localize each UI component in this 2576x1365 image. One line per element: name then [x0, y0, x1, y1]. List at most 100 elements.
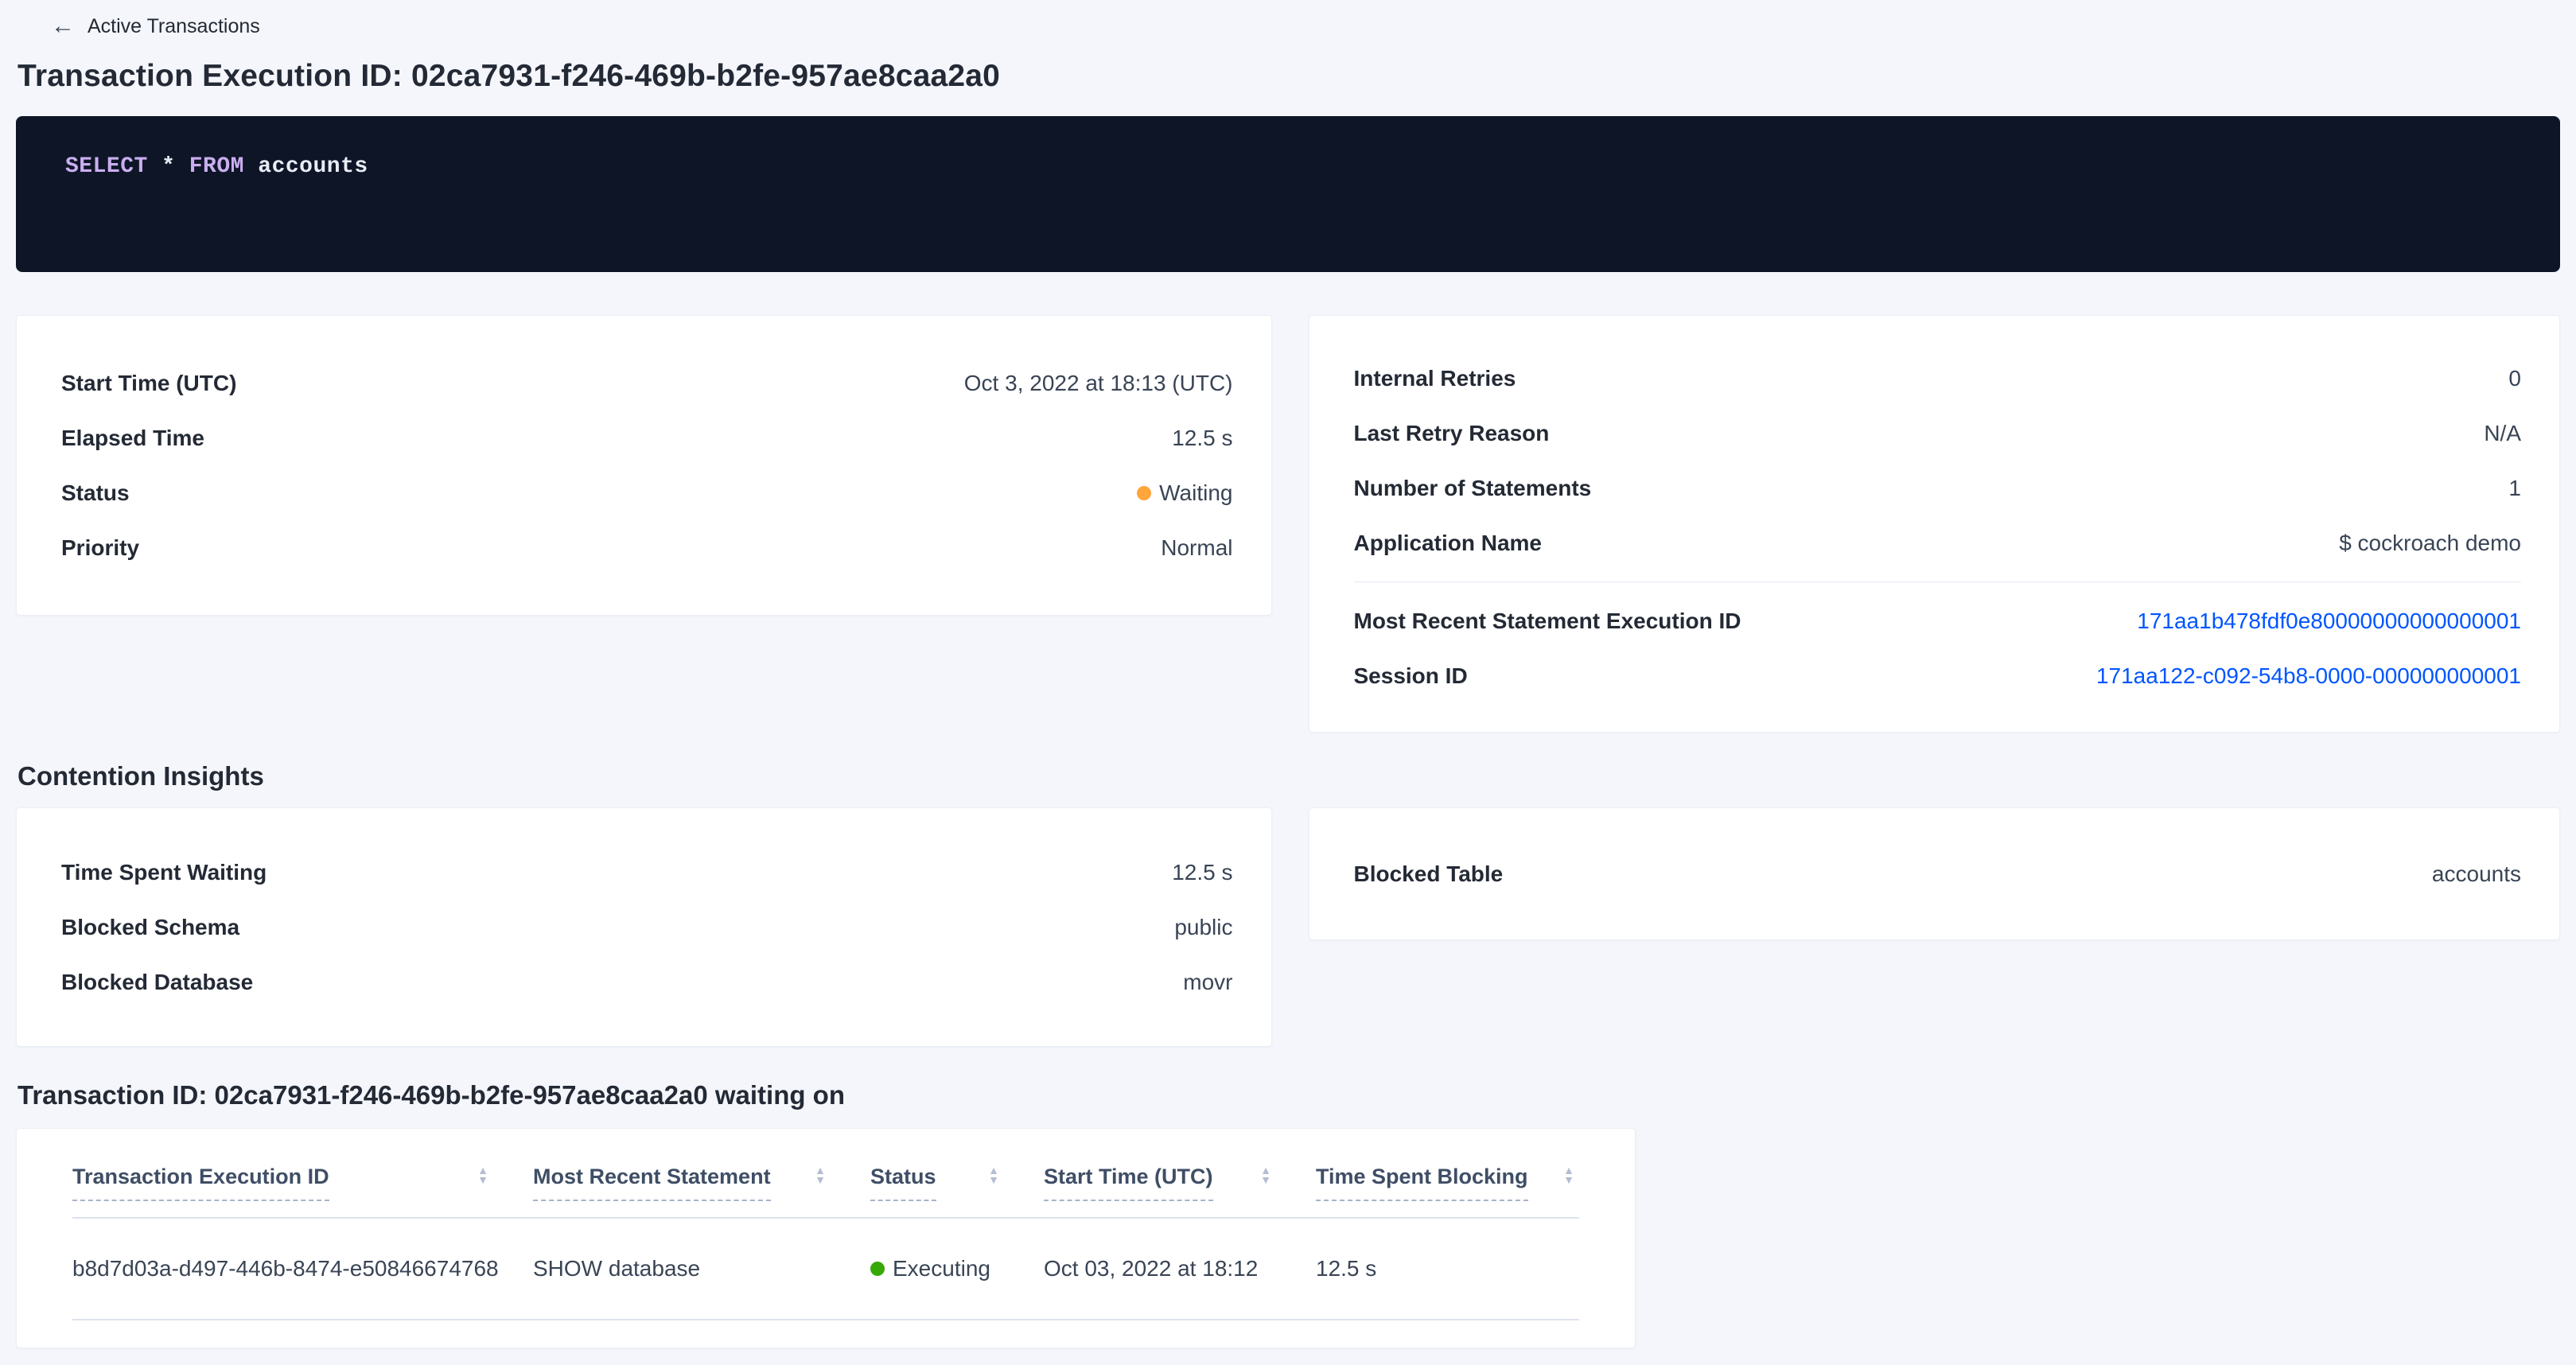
cell-status: Executing	[870, 1256, 1044, 1281]
detail-row-last-retry-reason: Last Retry Reason N/A	[1354, 406, 2522, 461]
column-header-label[interactable]: Most Recent Statement	[533, 1164, 771, 1201]
status-badge: Waiting	[1137, 480, 1233, 506]
page-title: Transaction Execution ID: 02ca7931-f246-…	[18, 59, 1001, 93]
detail-label: Session ID	[1353, 663, 1468, 688]
sort-icon[interactable]: ▲ ▼	[988, 1164, 999, 1186]
detail-value: N/A	[2484, 420, 2521, 445]
detail-label: Blocked Table	[1353, 861, 1504, 886]
sql-statement-box: SELECT * FROM accounts	[16, 116, 2560, 272]
contention-cards-row: Time Spent Waiting 12.5 s Blocked Schema…	[16, 807, 2560, 1047]
sort-desc-icon: ▼	[1260, 1173, 1271, 1186]
statement-execution-id-link[interactable]: 171aa1b478fdf0e80000000000000001	[2137, 608, 2521, 633]
detail-label: Last Retry Reason	[1353, 420, 1550, 445]
sql-keyword-from: FROM	[189, 154, 244, 179]
column-header-label[interactable]: Status	[870, 1164, 936, 1201]
detail-row-blocked-schema: Blocked Schema public	[61, 900, 1233, 955]
detail-value: accounts	[2431, 861, 2521, 886]
summary-cards-row: Start Time (UTC) Oct 3, 2022 at 18:13 (U…	[16, 315, 2560, 733]
sort-desc-icon: ▼	[477, 1173, 488, 1186]
sort-asc-icon: ▲	[988, 1164, 999, 1176]
contention-insights-heading: Contention Insights	[18, 761, 264, 791]
sql-table-name: accounts	[243, 154, 368, 179]
column-header-most-recent-statement[interactable]: Most Recent Statement ▲ ▼	[533, 1164, 870, 1201]
detail-label: Application Name	[1353, 530, 1542, 555]
detail-value: 1	[2508, 475, 2521, 500]
detail-row-status: Status Waiting	[61, 465, 1233, 520]
sort-asc-icon: ▲	[477, 1164, 488, 1176]
detail-row-internal-retries: Internal Retries 0	[1354, 351, 2522, 406]
transaction-meta-card: Internal Retries 0 Last Retry Reason N/A…	[1308, 315, 2560, 733]
detail-value: 0	[2508, 365, 2521, 391]
sort-icon[interactable]: ▲ ▼	[1563, 1164, 1574, 1185]
sql-keyword-select: SELECT	[65, 154, 148, 179]
column-header-label[interactable]: Transaction Execution ID	[72, 1164, 329, 1201]
sort-icon[interactable]: ▲ ▼	[815, 1164, 826, 1186]
detail-row-statement-execution-id: Most Recent Statement Execution ID 171aa…	[1354, 593, 2522, 648]
detail-label: Number of Statements	[1353, 475, 1592, 500]
detail-value: public	[1174, 914, 1233, 939]
detail-row-statement-count: Number of Statements 1	[1354, 461, 2522, 515]
card-divider	[1353, 581, 2521, 582]
detail-value: movr	[1183, 969, 1233, 994]
detail-label: Start Time (UTC)	[61, 370, 237, 395]
column-header-start-time[interactable]: Start Time (UTC) ▲ ▼	[1044, 1164, 1316, 1201]
detail-value: 12.5 s	[1172, 425, 1233, 450]
back-link-label: Active Transactions	[88, 14, 260, 37]
sql-statement-text: SELECT * FROM accounts	[65, 154, 368, 179]
detail-row-priority: Priority Normal	[61, 520, 1233, 575]
detail-row-time-spent-waiting: Time Spent Waiting 12.5 s	[61, 845, 1233, 900]
detail-row-application-name: Application Name $ cockroach demo	[1354, 515, 2522, 570]
detail-label: Elapsed Time	[61, 425, 205, 450]
detail-label: Time Spent Waiting	[61, 859, 267, 885]
waiting-on-table-card: Transaction Execution ID ▲ ▼ Most Recent …	[16, 1128, 1636, 1348]
sort-icon[interactable]: ▲ ▼	[477, 1164, 488, 1186]
detail-row-elapsed-time: Elapsed Time 12.5 s	[61, 410, 1233, 465]
detail-label: Most Recent Statement Execution ID	[1353, 608, 1741, 633]
cell-transaction-execution-id: b8d7d03a-d497-446b-8474-e50846674768	[72, 1256, 499, 1281]
detail-value: 12.5 s	[1172, 859, 1233, 885]
contention-details-card: Time Spent Waiting 12.5 s Blocked Schema…	[16, 807, 1272, 1047]
waiting-on-heading: Transaction ID: 02ca7931-f246-469b-b2fe-…	[18, 1080, 845, 1110]
table-header-row: Transaction Execution ID ▲ ▼ Most Recent …	[72, 1164, 1579, 1201]
detail-label: Priority	[61, 535, 140, 560]
sort-asc-icon: ▲	[1563, 1164, 1574, 1176]
cell-start-time: Oct 03, 2022 at 18:12	[1044, 1256, 1259, 1281]
session-id-link[interactable]: 171aa122-c092-54b8-0000-000000000001	[2095, 663, 2521, 688]
sort-desc-icon: ▼	[815, 1173, 826, 1186]
detail-row-blocked-table: Blocked Table accounts	[1354, 846, 2522, 901]
detail-label: Blocked Schema	[61, 914, 240, 939]
cell-time-spent-blocking: 12.5 s	[1316, 1256, 1377, 1281]
sort-desc-icon: ▼	[988, 1173, 999, 1186]
column-header-time-spent-blocking[interactable]: Time Spent Blocking ▲ ▼	[1316, 1164, 1579, 1201]
status-text: Executing	[893, 1256, 990, 1281]
sort-icon[interactable]: ▲ ▼	[1260, 1164, 1271, 1186]
column-header-label[interactable]: Start Time (UTC)	[1044, 1164, 1213, 1201]
sort-asc-icon: ▲	[815, 1164, 826, 1176]
table-row: b8d7d03a-d497-446b-8474-e50846674768 SHO…	[72, 1219, 1579, 1320]
detail-label: Internal Retries	[1353, 365, 1516, 391]
detail-label: Status	[61, 480, 130, 505]
column-header-transaction-execution-id[interactable]: Transaction Execution ID ▲ ▼	[72, 1164, 533, 1201]
detail-value: Oct 3, 2022 at 18:13 (UTC)	[963, 370, 1233, 395]
detail-row-start-time: Start Time (UTC) Oct 3, 2022 at 18:13 (U…	[61, 356, 1233, 410]
status-text: Waiting	[1159, 480, 1233, 505]
transaction-summary-card: Start Time (UTC) Oct 3, 2022 at 18:13 (U…	[16, 315, 1272, 616]
detail-value: Normal	[1161, 535, 1233, 560]
status-waiting-dot-icon	[1137, 485, 1152, 500]
detail-row-blocked-database: Blocked Database movr	[61, 955, 1233, 1009]
detail-label: Blocked Database	[61, 969, 254, 994]
column-header-label[interactable]: Time Spent Blocking	[1316, 1164, 1528, 1201]
status-badge: Executing	[870, 1256, 990, 1281]
back-link[interactable]: ← Active Transactions	[51, 14, 2560, 38]
status-executing-dot-icon	[870, 1262, 885, 1276]
table-header-divider	[72, 1217, 1579, 1219]
blocked-table-card: Blocked Table accounts	[1308, 807, 2560, 940]
back-arrow-icon: ←	[51, 13, 75, 39]
cell-most-recent-statement: SHOW database	[533, 1256, 701, 1281]
sql-star: *	[147, 154, 189, 179]
sort-asc-icon: ▲	[1260, 1164, 1271, 1176]
detail-value: $ cockroach demo	[2339, 530, 2521, 555]
column-header-status[interactable]: Status ▲ ▼	[870, 1164, 1044, 1201]
detail-row-session-id: Session ID 171aa122-c092-54b8-0000-00000…	[1354, 648, 2522, 703]
